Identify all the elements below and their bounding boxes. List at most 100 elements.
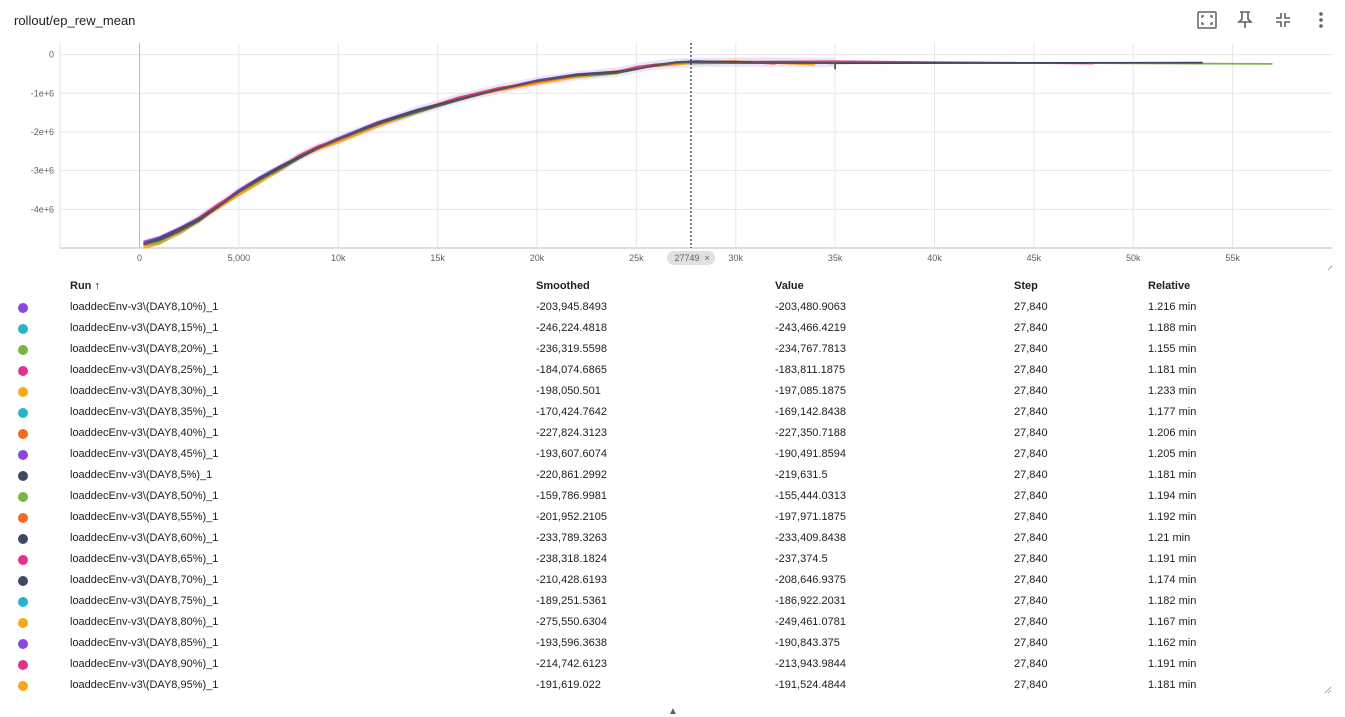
run-color-dot <box>18 639 28 649</box>
x-tick-label: 55k <box>1225 253 1240 263</box>
pin-icon[interactable] <box>1233 8 1257 32</box>
raw-value: -213,943.9844 <box>775 658 846 670</box>
x-tick-label: 50k <box>1126 253 1141 263</box>
table-row[interactable]: loaddecEnv-v3\(DAY8,95%)_1 -191,619.022 -1… <box>0 675 1345 696</box>
table-row[interactable]: loaddecEnv-v3\(DAY8,10%)_1 -203,945.8493 -… <box>0 297 1345 318</box>
more-vert-icon[interactable] <box>1309 8 1333 32</box>
fit-domain-icon[interactable] <box>1195 8 1219 32</box>
relative-time: 1.167 min <box>1148 616 1197 628</box>
y-tick-label: -1e+6 <box>31 88 54 98</box>
raw-value: -234,767.7813 <box>775 343 846 355</box>
table-row[interactable]: loaddecEnv-v3\(DAY8,5%)_1 -220,861.2992 -2… <box>0 465 1345 486</box>
raw-value: -191,524.4844 <box>775 679 846 691</box>
raw-value: -237,374.5 <box>775 553 828 565</box>
relative-time: 1.155 min <box>1148 343 1197 355</box>
step-value: 27,840 <box>1014 469 1048 481</box>
table-row[interactable]: loaddecEnv-v3\(DAY8,80%)_1 -275,550.6304 -… <box>0 612 1345 633</box>
relative-time: 1.191 min <box>1148 658 1197 670</box>
smoothing-band <box>143 57 836 249</box>
table-row[interactable]: loaddecEnv-v3\(DAY8,20%)_1 -236,319.5598 -… <box>0 339 1345 360</box>
run-color-dot <box>18 471 28 481</box>
run-name: loaddecEnv-v3\(DAY8,55%)_1 <box>70 511 219 523</box>
raw-value: -197,971.1875 <box>775 511 846 523</box>
x-tick-label: 10k <box>331 253 346 263</box>
smoothed-value: -233,789.3263 <box>536 532 607 544</box>
series-line[interactable] <box>143 60 1094 244</box>
run-name: loaddecEnv-v3\(DAY8,40%)_1 <box>70 427 219 439</box>
table-row[interactable]: loaddecEnv-v3\(DAY8,35%)_1 -170,424.7642 -… <box>0 402 1345 423</box>
table-row[interactable]: loaddecEnv-v3\(DAY8,75%)_1 -189,251.5361 -… <box>0 591 1345 612</box>
close-icon[interactable]: × <box>704 253 709 263</box>
series-line[interactable] <box>143 60 776 246</box>
run-color-dot <box>18 555 28 565</box>
x-tick-label: 30k <box>728 253 743 263</box>
relative-time: 1.205 min <box>1148 448 1197 460</box>
run-color-dot <box>18 597 28 607</box>
relative-time: 1.174 min <box>1148 574 1197 586</box>
series-line[interactable] <box>143 61 836 246</box>
table-row[interactable]: loaddecEnv-v3\(DAY8,85%)_1 -193,596.3638 -… <box>0 633 1345 654</box>
step-value: 27,840 <box>1014 490 1048 502</box>
run-color-dot <box>18 387 28 397</box>
table-row[interactable]: loaddecEnv-v3\(DAY8,65%)_1 -238,318.1824 -… <box>0 549 1345 570</box>
smoothed-value: -184,074.6865 <box>536 364 607 376</box>
run-color-dot <box>18 618 28 628</box>
table-row[interactable]: loaddecEnv-v3\(DAY8,40%)_1 -227,824.3123 -… <box>0 423 1345 444</box>
table-row[interactable]: loaddecEnv-v3\(DAY8,55%)_1 -201,952.2105 -… <box>0 507 1345 528</box>
run-color-dot <box>18 408 28 418</box>
run-name: loaddecEnv-v3\(DAY8,50%)_1 <box>70 490 219 502</box>
x-tick-label: 15k <box>430 253 445 263</box>
x-tick-label: 5,000 <box>228 253 251 263</box>
run-name: loaddecEnv-v3\(DAY8,5%)_1 <box>70 469 213 481</box>
smoothed-value: -214,742.6123 <box>536 658 607 670</box>
run-color-dot <box>18 660 28 670</box>
collapse-icon[interactable] <box>1271 8 1295 32</box>
run-color-dot <box>18 366 28 376</box>
relative-time: 1.188 min <box>1148 322 1197 334</box>
table-resize-handle[interactable] <box>1324 686 1332 694</box>
table-row[interactable]: loaddecEnv-v3\(DAY8,45%)_1 -193,607.6074 -… <box>0 444 1345 465</box>
relative-time: 1.177 min <box>1148 406 1197 418</box>
table-row[interactable]: loaddecEnv-v3\(DAY8,60%)_1 -233,789.3263 -… <box>0 528 1345 549</box>
table-row[interactable]: loaddecEnv-v3\(DAY8,15%)_1 -246,224.4818 -… <box>0 318 1345 339</box>
line-chart[interactable]: 0 -1e+6 -2e+6 -3e+6 -4e+6 0 5,000 10k 15k 20k 25k… <box>0 38 1345 270</box>
header-smoothed[interactable]: Smoothed <box>536 280 590 292</box>
smoothed-value: -236,319.5598 <box>536 343 607 355</box>
header-relative[interactable]: Relative <box>1148 280 1191 292</box>
smoothed-value: -201,952.2105 <box>536 511 607 523</box>
smoothed-value: -246,224.4818 <box>536 322 607 334</box>
table-row[interactable]: loaddecEnv-v3\(DAY8,30%)_1 -198,050.501 -1… <box>0 381 1345 402</box>
table-row[interactable]: loaddecEnv-v3\(DAY8,25%)_1 -184,074.6865 -… <box>0 360 1345 381</box>
smoothed-value: -189,251.5361 <box>536 595 607 607</box>
hover-step-chip[interactable] <box>667 251 716 265</box>
table-row[interactable]: loaddecEnv-v3\(DAY8,50%)_1 -159,786.9981 -… <box>0 486 1345 507</box>
chart-resize-handle[interactable] <box>1324 265 1333 270</box>
relative-time: 1.181 min <box>1148 469 1197 481</box>
table-row[interactable]: loaddecEnv-v3\(DAY8,70%)_1 -210,428.6193 -… <box>0 570 1345 591</box>
relative-time: 1.233 min <box>1148 385 1197 397</box>
table-row[interactable]: loaddecEnv-v3\(DAY8,90%)_1 -214,742.6123 -… <box>0 654 1345 675</box>
step-value: 27,840 <box>1014 511 1048 523</box>
step-value: 27,840 <box>1014 448 1048 460</box>
run-name: loaddecEnv-v3\(DAY8,60%)_1 <box>70 532 219 544</box>
header-step[interactable]: Step <box>1014 280 1038 292</box>
header-value[interactable]: Value <box>775 280 804 292</box>
x-tick-label: 0 <box>137 253 142 263</box>
smoothed-value: -238,318.1824 <box>536 553 607 565</box>
raw-value: -233,409.8438 <box>775 532 846 544</box>
step-value: 27,840 <box>1014 322 1048 334</box>
smoothed-value: -193,596.3638 <box>536 637 607 649</box>
smoothed-value: -220,861.2992 <box>536 469 607 481</box>
run-name: loaddecEnv-v3\(DAY8,95%)_1 <box>70 679 219 691</box>
y-tick-label: 0 <box>49 50 54 60</box>
step-value: 27,840 <box>1014 595 1048 607</box>
run-name: loaddecEnv-v3\(DAY8,70%)_1 <box>70 574 219 586</box>
raw-value: -227,350.7188 <box>775 427 846 439</box>
step-value: 27,840 <box>1014 385 1048 397</box>
relative-time: 1.181 min <box>1148 679 1197 691</box>
step-value: 27,840 <box>1014 574 1048 586</box>
header-run[interactable]: Run ↑ <box>70 280 100 292</box>
expand-caret-icon[interactable]: ▲ <box>668 706 678 717</box>
step-value: 27,840 <box>1014 679 1048 691</box>
relative-time: 1.162 min <box>1148 637 1197 649</box>
